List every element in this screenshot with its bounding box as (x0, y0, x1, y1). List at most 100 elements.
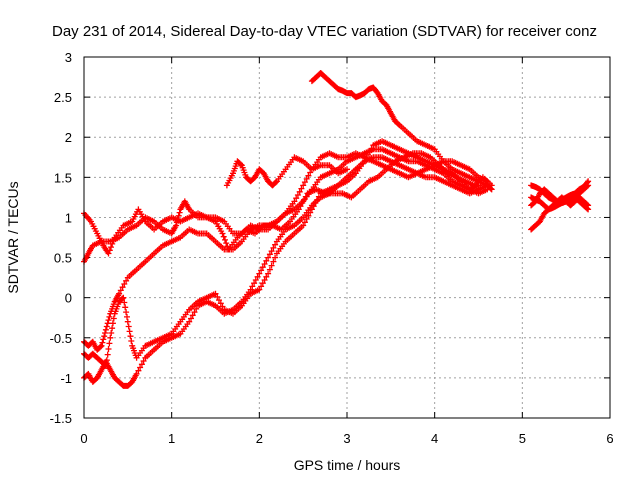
data-point (416, 156, 418, 159)
data-point (122, 296, 125, 299)
data-point (87, 357, 90, 359)
data-point (144, 357, 147, 359)
data-point (241, 300, 243, 303)
x-tick-labels: 0 1 2 3 4 5 6 (80, 431, 613, 446)
data-point (328, 164, 331, 167)
data-point (302, 160, 305, 163)
data-point (90, 220, 92, 223)
data-point (293, 224, 296, 227)
data-point (311, 208, 313, 211)
data-point (376, 92, 379, 94)
data-point (241, 232, 243, 235)
data-point (398, 164, 401, 167)
data-point (214, 304, 217, 307)
x-tick-label: 4 (431, 431, 438, 446)
data-point (407, 132, 410, 134)
data-point (254, 232, 256, 235)
data-point (346, 156, 348, 159)
data-point (319, 196, 322, 199)
data-point (543, 204, 546, 207)
data-point (276, 180, 278, 183)
data-point (188, 228, 190, 231)
data-point (319, 156, 322, 159)
series-markers (81, 138, 491, 369)
data-point (556, 200, 559, 203)
data-point (107, 252, 110, 255)
data-point (433, 168, 436, 171)
data-point (390, 152, 392, 155)
data-point (197, 216, 199, 219)
data-point (113, 312, 116, 315)
data-point (587, 184, 589, 187)
data-point (477, 184, 480, 187)
x-tick-label: 6 (606, 431, 613, 446)
data-point (162, 228, 164, 231)
data-point (407, 176, 410, 179)
data-point (262, 172, 265, 175)
data-point (460, 188, 462, 191)
data-point (205, 300, 208, 303)
data-point (407, 160, 410, 163)
data-point (390, 160, 392, 163)
data-point (96, 357, 98, 359)
data-point (87, 373, 90, 375)
data-point (368, 88, 370, 90)
data-point (337, 168, 340, 171)
data-point (582, 188, 585, 191)
data-point (232, 308, 234, 311)
data-point (398, 148, 401, 151)
data-point (569, 204, 572, 207)
data-point (319, 164, 322, 167)
data-point (153, 228, 155, 231)
data-point (170, 333, 173, 335)
data-point (460, 172, 462, 175)
data-point (267, 256, 269, 259)
data-point (144, 220, 147, 223)
data-point (105, 329, 107, 331)
data-point (127, 228, 129, 231)
data-point (433, 176, 436, 179)
data-point (170, 232, 173, 235)
plot-frame (83, 56, 611, 419)
data-point (468, 188, 471, 191)
data-point (135, 224, 138, 227)
data-point (302, 184, 305, 187)
data-point (102, 244, 105, 247)
data-point (346, 92, 348, 94)
x-tick-label: 3 (343, 431, 350, 446)
data-point (188, 216, 190, 219)
data-point (416, 172, 418, 175)
data-point (241, 164, 243, 167)
data-point (254, 176, 256, 179)
data-point (315, 188, 318, 191)
data-point (355, 156, 357, 159)
data-point (477, 180, 480, 183)
data-point (293, 200, 296, 203)
x-axis-label: GPS time / hours (294, 457, 401, 473)
data-point (179, 236, 182, 239)
data-point (162, 244, 164, 247)
data-point (460, 164, 462, 167)
data-point (153, 220, 155, 223)
data-point (390, 112, 392, 114)
data-point (214, 220, 217, 223)
data-point (372, 86, 375, 89)
data-point (179, 208, 182, 211)
data-point (534, 224, 537, 227)
data-point (100, 240, 103, 243)
data-point (214, 240, 217, 243)
y-tick-label: -1.5 (50, 411, 72, 426)
data-point (442, 160, 445, 163)
data-point (477, 192, 480, 195)
data-point (122, 385, 125, 387)
data-point (118, 292, 120, 295)
data-point (425, 164, 427, 167)
data-point (188, 208, 190, 211)
data-point (96, 349, 98, 351)
data-point (530, 228, 532, 231)
data-point (170, 240, 173, 243)
data-point (284, 168, 287, 171)
data-point (144, 260, 147, 263)
y-tick-label: 0.5 (54, 251, 72, 266)
data-point (258, 272, 261, 275)
